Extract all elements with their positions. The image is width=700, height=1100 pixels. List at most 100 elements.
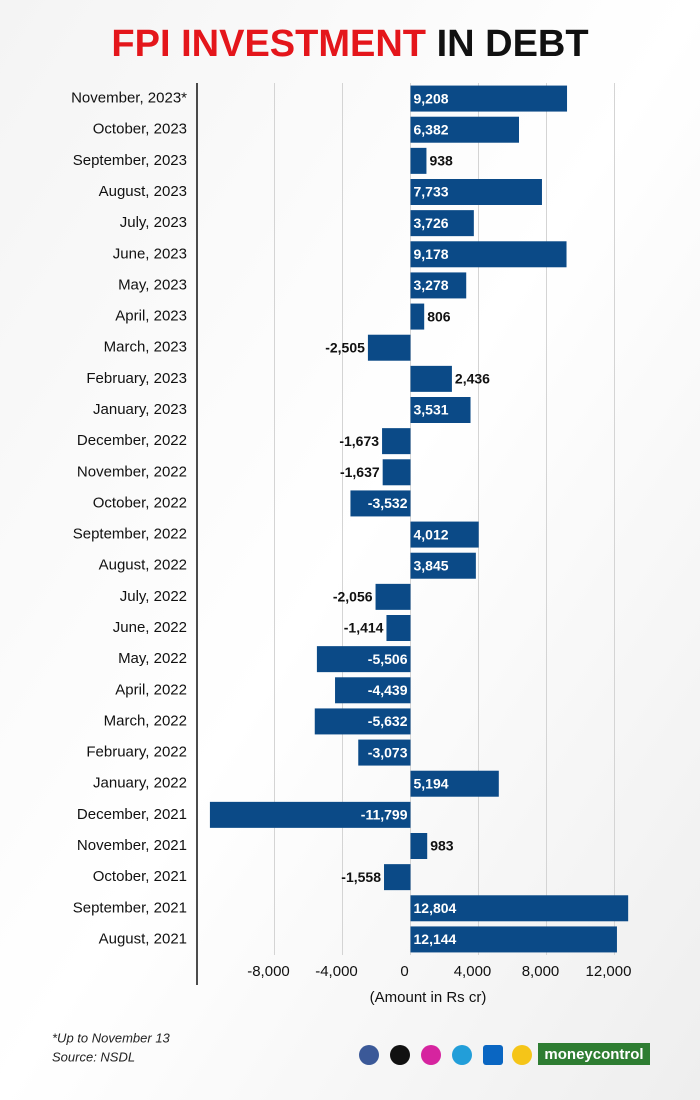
y-tick-label: February, 2023	[86, 370, 187, 387]
value-label: -1,673	[339, 433, 379, 449]
facebook-icon[interactable]	[359, 1045, 379, 1065]
bar	[410, 521, 479, 548]
value-label: 4,012	[414, 526, 449, 542]
value-label: 3,726	[414, 215, 449, 231]
value-label: -5,506	[368, 651, 408, 667]
bar	[350, 490, 411, 517]
koo-icon[interactable]	[512, 1045, 532, 1065]
bar	[384, 864, 411, 891]
bar	[410, 895, 629, 922]
bar	[382, 459, 411, 486]
y-tick-label: September, 2023	[73, 152, 187, 169]
value-label: -3,532	[368, 495, 408, 511]
y-tick-label: January, 2023	[93, 401, 187, 418]
bar	[410, 147, 427, 174]
y-tick-label: December, 2021	[77, 806, 187, 823]
bar	[410, 833, 428, 859]
value-label: 938	[429, 153, 453, 169]
brand: moneycontrol	[544, 1046, 643, 1063]
y-tick-label: July, 2022	[120, 588, 187, 605]
instagram-icon[interactable]	[421, 1045, 441, 1065]
bar	[410, 397, 471, 423]
bar	[410, 179, 542, 205]
y-tick-label: May, 2022	[118, 650, 187, 667]
bar	[410, 210, 474, 237]
bar	[410, 365, 452, 392]
y-tick-label: April, 2022	[115, 681, 187, 698]
x-tick-label: -8,000	[247, 963, 290, 980]
x-axis-label: (Amount in Rs cr)	[370, 989, 487, 1006]
value-label: 12,804	[414, 900, 457, 916]
y-tick-label: March, 2023	[104, 339, 187, 356]
value-label: 9,178	[414, 246, 449, 262]
value-label: 3,278	[414, 277, 449, 293]
y-tick-label: January, 2022	[93, 775, 187, 792]
bar	[410, 116, 519, 143]
value-label: 806	[427, 308, 451, 324]
bar	[410, 303, 425, 330]
y-tick-label: September, 2021	[73, 899, 187, 916]
value-label: -4,439	[368, 682, 408, 698]
bar	[314, 708, 411, 735]
brand-box	[538, 1043, 650, 1065]
value-label: -1,558	[341, 869, 381, 885]
value-label: -1,637	[340, 464, 380, 480]
chart-title: FPI INVESTMENT IN DEBT	[111, 23, 588, 65]
footnote: *Up to November 13	[52, 1030, 171, 1045]
y-tick-label: October, 2022	[93, 494, 187, 511]
x-tick-label: 12,000	[586, 963, 632, 980]
bar	[410, 85, 568, 112]
y-tick-label: November, 2021	[77, 837, 187, 854]
value-label: 3,531	[414, 402, 449, 418]
value-label: 3,845	[414, 557, 449, 573]
y-tick-label: June, 2023	[113, 245, 187, 262]
bar	[410, 926, 617, 953]
value-label: -2,056	[333, 589, 373, 605]
y-tick-label: April, 2023	[115, 308, 187, 325]
value-label: 7,733	[414, 184, 449, 200]
value-label: -2,505	[325, 339, 365, 355]
social-icons	[359, 1043, 650, 1065]
x-icon[interactable]	[390, 1045, 410, 1065]
value-label: 983	[430, 838, 454, 854]
y-tick-label: February, 2022	[86, 744, 187, 761]
y-tick-label: November, 2023*	[71, 90, 187, 107]
y-tick-label: December, 2022	[77, 432, 187, 449]
x-tick-label: 0	[400, 963, 408, 980]
y-tick-label: October, 2023	[93, 121, 187, 138]
bar	[209, 801, 411, 828]
y-tick-label: November, 2022	[77, 463, 187, 480]
y-tick-label: June, 2022	[113, 619, 187, 636]
x-tick-label: -4,000	[315, 963, 358, 980]
y-tick-label: March, 2022	[104, 712, 187, 729]
linkedin-icon[interactable]	[483, 1045, 503, 1065]
y-tick-label: August, 2023	[99, 183, 187, 200]
title-highlight: FPI INVESTMENT	[111, 23, 426, 65]
bar	[367, 334, 411, 361]
value-label: 9,208	[414, 90, 449, 106]
value-label: -1,414	[344, 620, 384, 636]
value-label: 2,436	[455, 371, 490, 387]
bar	[410, 552, 476, 579]
bar	[386, 615, 411, 641]
x-tick-label: 8,000	[522, 963, 560, 980]
y-tick-label: August, 2022	[99, 557, 187, 574]
value-label: -3,073	[368, 744, 408, 760]
bar	[335, 677, 411, 704]
y-tick-label: August, 2021	[99, 930, 187, 947]
bar	[316, 646, 411, 673]
bar	[410, 241, 567, 268]
value-label: -5,632	[368, 713, 408, 729]
title-rest: IN DEBT	[437, 23, 589, 65]
y-tick-label: July, 2023	[120, 214, 187, 231]
bar	[410, 770, 499, 797]
bar	[382, 428, 411, 455]
telegram-icon[interactable]	[452, 1045, 472, 1065]
bar	[410, 272, 467, 299]
value-label: 12,144	[414, 931, 457, 947]
x-tick-label: 4,000	[454, 963, 492, 980]
bar	[375, 583, 411, 610]
bar	[358, 739, 411, 766]
value-label: -11,799	[361, 807, 408, 823]
